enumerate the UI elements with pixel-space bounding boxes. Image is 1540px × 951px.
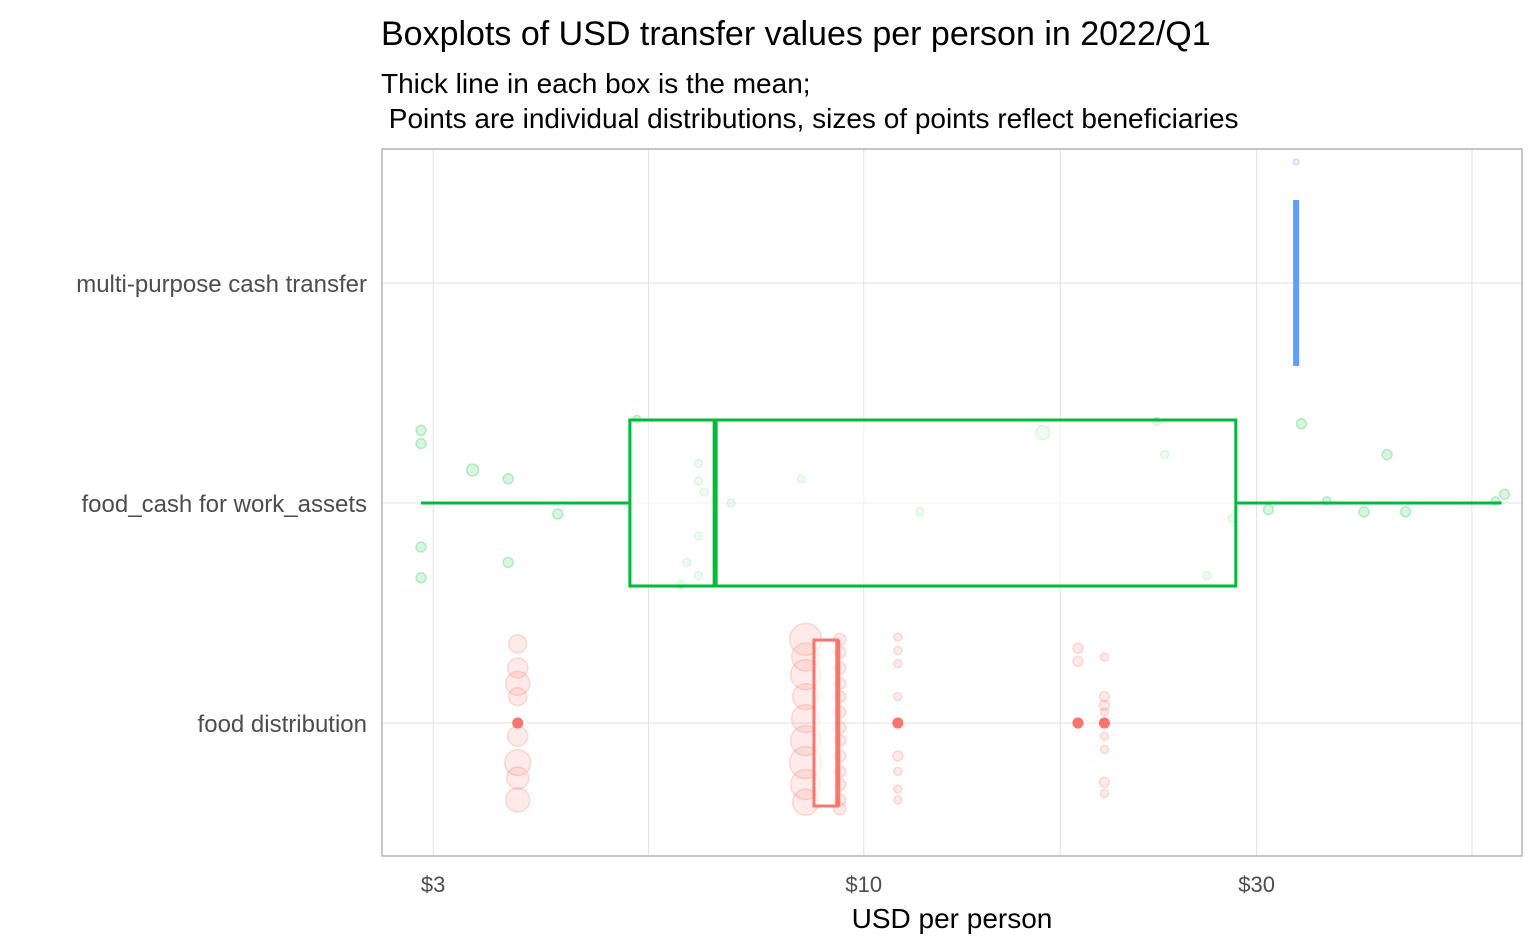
data-point bbox=[507, 634, 528, 654]
data-point bbox=[503, 748, 532, 777]
series-group bbox=[1292, 158, 1300, 366]
data-point bbox=[893, 691, 903, 702]
x-tick-label: $30 bbox=[1238, 872, 1275, 897]
chart-subtitle-line-1: Thick line in each box is the mean; bbox=[381, 68, 811, 99]
data-point bbox=[893, 658, 903, 669]
x-axis-title: USD per person bbox=[852, 903, 1053, 934]
chart-title: Boxplots of USD transfer values per pers… bbox=[381, 15, 1211, 53]
data-point bbox=[506, 725, 529, 747]
data-point-highlight bbox=[892, 717, 904, 729]
y-category-label: food distribution bbox=[198, 711, 367, 738]
data-point bbox=[893, 784, 903, 794]
box bbox=[628, 418, 1238, 588]
data-point bbox=[551, 508, 564, 520]
data-point-highlight bbox=[512, 717, 524, 729]
chart-subtitle-line-2: Points are individual distributions, siz… bbox=[381, 103, 1239, 134]
data-point bbox=[504, 787, 531, 813]
plot-panel-border bbox=[381, 148, 1523, 857]
data-point-highlight bbox=[1072, 717, 1084, 729]
data-point bbox=[893, 645, 903, 656]
plot-marks bbox=[415, 158, 1511, 816]
data-point bbox=[415, 437, 427, 450]
data-point-highlight bbox=[1098, 717, 1110, 729]
box bbox=[812, 638, 840, 808]
data-point bbox=[893, 766, 903, 777]
data-point bbox=[893, 632, 903, 642]
data-point bbox=[1072, 655, 1084, 668]
data-point bbox=[893, 795, 903, 805]
data-point bbox=[1072, 642, 1084, 654]
data-point bbox=[1381, 448, 1393, 461]
data-point bbox=[1358, 506, 1370, 518]
y-category-label: multi-purpose cash transfer bbox=[76, 271, 367, 298]
x-axis-labels: $3 $10 $30 bbox=[421, 872, 1275, 897]
data-point bbox=[504, 670, 531, 697]
data-point bbox=[1098, 690, 1111, 703]
data-point bbox=[415, 541, 427, 553]
data-point bbox=[1292, 158, 1300, 166]
data-point bbox=[415, 572, 427, 584]
data-point bbox=[1262, 503, 1275, 516]
data-point bbox=[1099, 652, 1110, 662]
series-group bbox=[503, 622, 1111, 816]
data-point bbox=[1399, 506, 1412, 518]
data-point bbox=[465, 463, 480, 477]
data-point bbox=[1099, 744, 1110, 755]
data-point bbox=[506, 657, 529, 679]
x-tick-label: $10 bbox=[845, 872, 882, 897]
data-point bbox=[1099, 731, 1110, 741]
data-point bbox=[1099, 788, 1110, 799]
data-point bbox=[502, 556, 514, 569]
x-tick-label: $3 bbox=[421, 872, 445, 897]
data-point bbox=[507, 686, 528, 707]
data-point bbox=[1498, 488, 1511, 500]
data-point bbox=[505, 766, 530, 790]
y-axis-labels: multi-purpose cash transfer food_cash for… bbox=[76, 271, 367, 738]
data-point bbox=[1098, 699, 1111, 712]
data-point bbox=[1098, 776, 1111, 789]
y-category-label: food_cash for work_assets bbox=[82, 491, 367, 518]
data-point bbox=[502, 473, 514, 485]
data-point bbox=[1099, 707, 1110, 717]
data-point bbox=[892, 750, 904, 762]
data-point bbox=[1295, 418, 1308, 430]
series-group bbox=[415, 414, 1511, 590]
data-point bbox=[415, 424, 427, 437]
